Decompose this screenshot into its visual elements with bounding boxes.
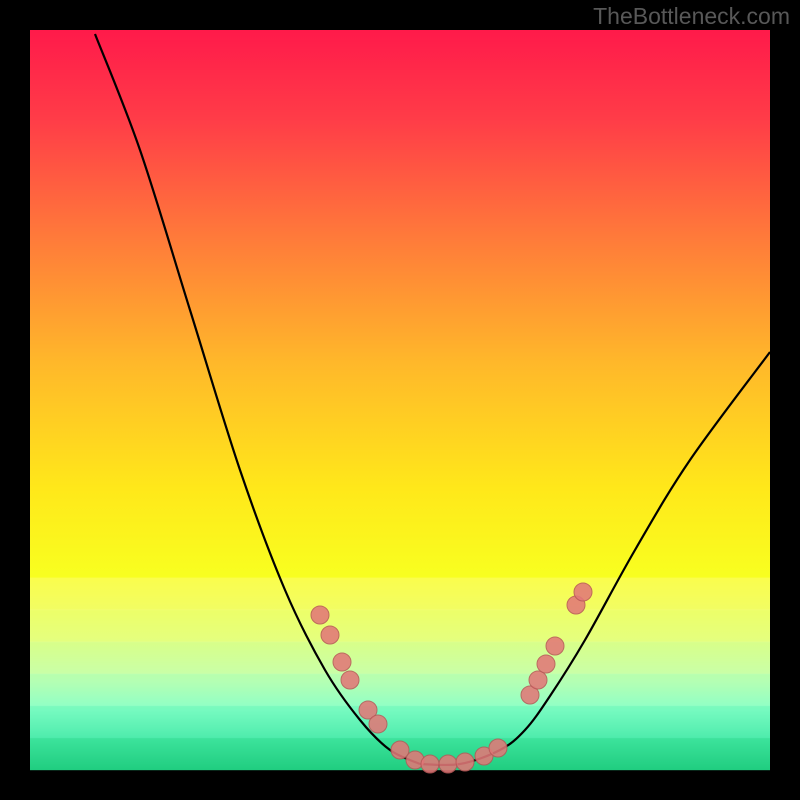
data-marker (421, 755, 439, 773)
chart-root: TheBottleneck.com (0, 0, 800, 800)
data-marker (546, 637, 564, 655)
data-marker (456, 753, 474, 771)
data-marker (529, 671, 547, 689)
data-marker (341, 671, 359, 689)
data-marker (439, 755, 457, 773)
data-marker (574, 583, 592, 601)
bottom-band (30, 706, 770, 739)
data-marker (489, 739, 507, 757)
bottleneck-chart (0, 0, 800, 800)
data-marker (321, 626, 339, 644)
bottom-band (30, 578, 770, 611)
data-marker (369, 715, 387, 733)
data-marker (311, 606, 329, 624)
bottom-band (30, 674, 770, 707)
bottom-band (30, 610, 770, 643)
data-marker (333, 653, 351, 671)
bottom-band (30, 642, 770, 675)
data-marker (537, 655, 555, 673)
